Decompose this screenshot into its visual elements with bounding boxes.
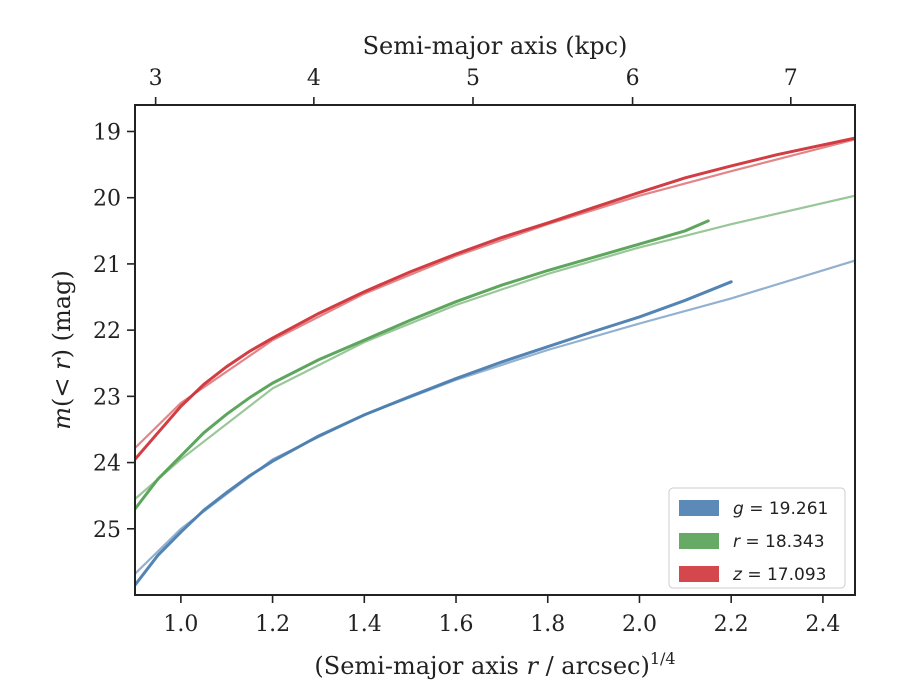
x-tick-label: 1.0 <box>163 612 198 637</box>
top-tick-label: 6 <box>626 66 640 91</box>
series-1-data-line <box>135 219 710 511</box>
plot-frame <box>134 104 856 596</box>
x-tick-label: 1.2 <box>255 612 290 637</box>
x-tick-label: 2.2 <box>714 612 749 637</box>
y-tick-label: 24 <box>93 452 121 477</box>
legend-swatch <box>679 500 719 516</box>
series-0-data-line <box>135 280 733 587</box>
legend-swatch <box>679 533 719 549</box>
legend-label: g = 19.261 <box>733 499 828 519</box>
x-tick-label: 1.6 <box>439 612 474 637</box>
y-tick-label: 21 <box>93 253 121 278</box>
y-tick-label: 23 <box>93 385 121 410</box>
top-tick-label: 5 <box>466 66 480 91</box>
y-tick-label: 25 <box>93 518 121 543</box>
series-2-model-line <box>135 138 855 449</box>
legend: g = 19.261 r = 18.343 z = 17.093 <box>668 487 846 589</box>
y-tick-label: 22 <box>93 319 121 344</box>
legend-swatch <box>679 566 719 582</box>
top-tick-label: 3 <box>149 66 163 91</box>
x-tick-label: 2.4 <box>805 612 840 637</box>
series-layer <box>135 136 855 587</box>
y-axis-title: m(< r) (mag) <box>48 270 76 430</box>
legend-label: r = 18.343 <box>733 532 825 552</box>
y-tick-label: 20 <box>93 187 121 212</box>
x-tick-label: 2.0 <box>622 612 657 637</box>
x-tick-label: 1.8 <box>530 612 565 637</box>
series-1-model-line <box>135 194 855 500</box>
top-tick-label: 7 <box>784 66 798 91</box>
series-2-data-line <box>135 136 855 461</box>
x-axis-title: (Semi-major axis r / arcsec)1/4 <box>314 649 675 680</box>
x-tick-label: 1.4 <box>347 612 382 637</box>
top-axis-title: Semi-major axis (kpc) <box>363 32 628 60</box>
top-tick-label: 4 <box>307 66 321 91</box>
ticks-layer: 1.0 1.2 1.4 1.6 1.8 2.0 2.2 2.4 19 20 21 22 23 24 25 3 4… <box>93 66 840 637</box>
legend-label: z = 17.093 <box>732 565 826 585</box>
y-tick-label: 19 <box>93 120 121 145</box>
